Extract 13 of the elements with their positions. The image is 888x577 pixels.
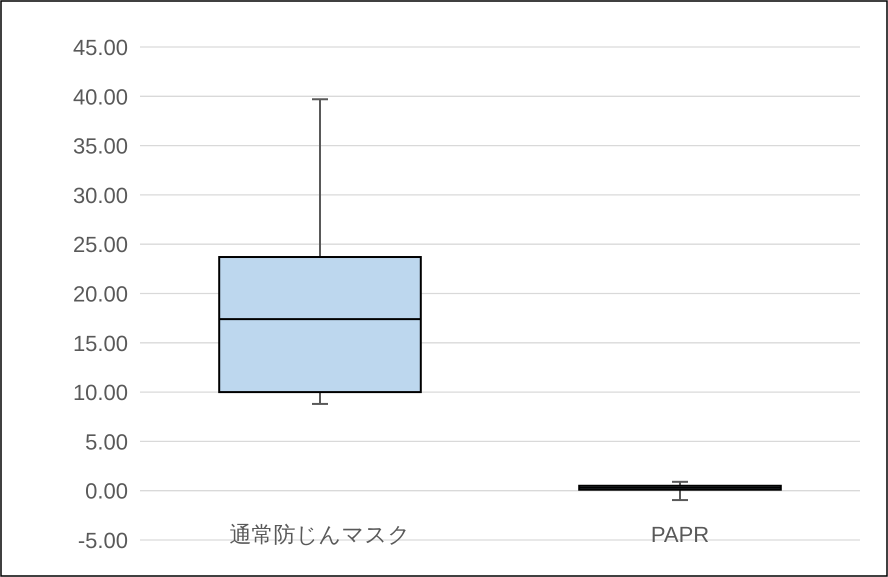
y-tick-label: 30.00 bbox=[72, 182, 128, 208]
x-tick-label: 通常防じんマスク bbox=[230, 522, 410, 547]
y-tick-label: -5.00 bbox=[78, 528, 128, 553]
y-tick-label: 25.00 bbox=[72, 232, 128, 258]
y-tick-label: 35.00 bbox=[72, 134, 128, 159]
y-tick-label: 20.00 bbox=[72, 282, 128, 306]
x-tick-label: PAPR bbox=[650, 522, 710, 547]
y-tick-label: 5.00 bbox=[85, 429, 128, 454]
y-tick-label: 10.00 bbox=[72, 380, 128, 406]
y-tick-label: 15.00 bbox=[72, 330, 128, 356]
y-tick-label: 0.00 bbox=[85, 478, 128, 504]
y-tick-label: 45.00 bbox=[72, 35, 128, 60]
y-tick-label: 40.00 bbox=[72, 84, 128, 110]
